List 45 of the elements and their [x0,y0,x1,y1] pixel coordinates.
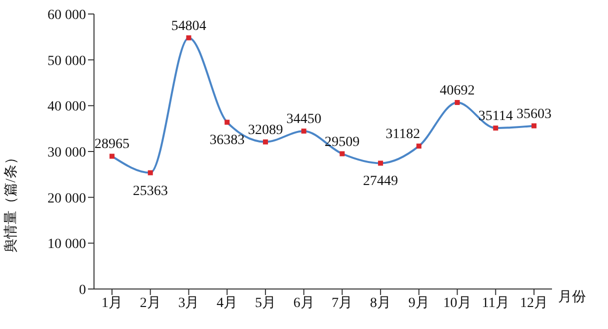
point [224,120,230,125]
x-tick-label: 6月 [293,296,314,311]
y-tick-label: 60 000 [48,8,86,23]
x-tick-label: 2月 [140,296,161,311]
data-label: 31182 [386,127,420,142]
x-tick-label: 11月 [482,296,510,311]
point [493,126,498,131]
point [110,154,114,159]
y-axis-title: 舆情量（篇/条） [2,150,19,252]
y-tick-label: 0 [79,282,86,298]
y-tick-label: 30 000 [48,145,86,160]
point [454,100,460,105]
data-label: 29509 [324,134,360,150]
y-tick-label: 40 000 [48,100,86,115]
x-tick-label: 8月 [370,296,392,311]
data-label: 34450 [286,112,322,128]
x-tick-label: 12月 [520,296,548,311]
data-label: 35114 [478,109,513,124]
x-tick-label: 7月 [332,296,353,311]
point [340,151,345,156]
x-tick-label: 9月 [408,296,430,311]
point [301,128,306,134]
x-tick-label: 3月 [178,296,200,311]
data-label: 36383 [210,133,245,148]
x-tick-label: 1月 [102,296,122,311]
data-label: 32089 [248,122,283,138]
data-label: 27449 [363,174,398,190]
y-tick-label: 20 000 [48,191,86,206]
point [378,160,384,166]
point [262,139,268,144]
y-tick-label: 10 000 [48,237,86,252]
point [416,144,422,149]
x-tick-label: 10月 [443,296,472,311]
x-axis-title: 月份 [558,288,586,305]
point [186,35,192,40]
y-tick-label: 50 000 [48,54,86,69]
point [148,170,153,176]
data-label: 25363 [132,184,168,199]
data-label: 35603 [516,106,552,122]
data-label: 28965 [94,137,130,152]
x-tick-label: 5月 [254,296,276,311]
point [532,123,536,128]
data-label: 54804 [171,18,206,34]
x-tick-label: 4月 [216,296,238,311]
data-label: 40692 [440,83,475,98]
